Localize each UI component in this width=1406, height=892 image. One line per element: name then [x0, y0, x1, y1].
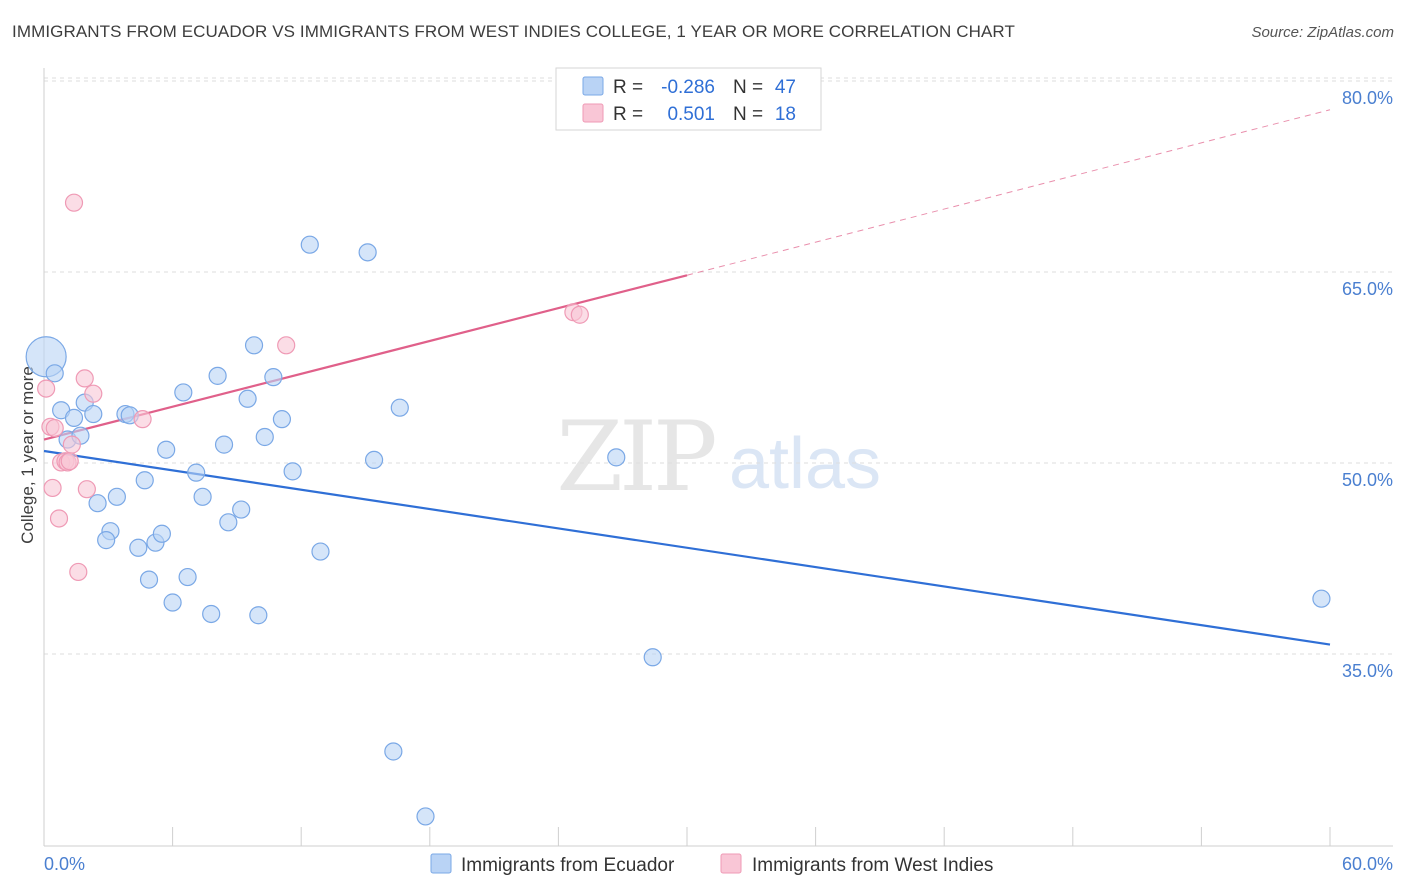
point-ecuador-7 [84, 404, 103, 424]
point-west-indies-3 [43, 478, 62, 498]
point-ecuador-18 [152, 524, 171, 543]
watermark: ZIP atlas [556, 401, 881, 513]
point-ecuador-31 [244, 336, 264, 355]
point-ecuador-42 [390, 398, 409, 417]
legend-r-label-ecuador: R = [613, 77, 643, 98]
x-tick-labels: 0.0% 60.0% [44, 854, 1393, 874]
legend-swatch-west-indies [582, 103, 604, 123]
correlation-legend: R = -0.286 N = 47 R = 0.501 N = 18 [555, 67, 822, 131]
trend-line-west-indies [43, 274, 688, 441]
point-ecuador-32 [249, 606, 268, 625]
point-ecuador-36 [283, 462, 302, 481]
y-tick-labels: 35.0% 50.0% 65.0% 80.0% [1342, 88, 1393, 681]
point-ecuador-14 [129, 538, 148, 557]
bottom-legend-swatch-ecuador [430, 853, 452, 874]
point-west-indies-2 [45, 418, 64, 438]
point-west-indies-0 [37, 379, 56, 398]
bottom-legend-west-indies: Immigrants from West Indies [752, 855, 993, 876]
y-axis-label: College, 1 year or more [18, 366, 37, 544]
x-tick-label-0: 0.0% [44, 854, 85, 874]
watermark-atlas: atlas [729, 424, 881, 504]
point-ecuador-4 [64, 408, 84, 427]
point-ecuador-29 [232, 500, 251, 519]
y-tick-label-0: 35.0% [1342, 661, 1393, 681]
point-ecuador-24 [193, 487, 212, 506]
point-west-indies-13 [77, 480, 96, 499]
point-ecuador-20 [163, 593, 182, 612]
point-west-indies-10 [64, 193, 84, 212]
point-ecuador-28 [219, 513, 238, 532]
bottom-legend-ecuador: Immigrants from Ecuador [461, 855, 675, 876]
point-ecuador-27 [214, 435, 234, 454]
legend-swatch-ecuador [582, 76, 604, 96]
watermark-zip: ZIP [556, 401, 715, 513]
point-west-indies-14 [84, 384, 103, 403]
point-west-indies-12 [75, 369, 94, 388]
trend-line-ecuador [43, 449, 1331, 646]
chart-title: IMMIGRANTS FROM ECUADOR VS IMMIGRANTS FR… [12, 22, 1015, 41]
point-ecuador-8 [88, 494, 107, 513]
point-ecuador-11 [107, 487, 126, 506]
y-tick-label-2: 65.0% [1342, 279, 1393, 299]
legend-r-value-west-indies: 0.501 [667, 104, 715, 125]
point-ecuador-25 [202, 604, 221, 624]
point-west-indies-8 [60, 452, 79, 471]
point-west-indies-15 [133, 410, 152, 429]
legend-n-label-ecuador: N = [733, 77, 763, 98]
point-ecuador-1 [45, 364, 64, 383]
point-ecuador-46 [1312, 589, 1331, 608]
point-ecuador-19 [157, 440, 176, 459]
point-ecuador-23 [187, 463, 206, 482]
point-ecuador-43 [416, 807, 435, 826]
axes [43, 68, 1393, 847]
point-ecuador-33 [255, 427, 274, 447]
point-ecuador-41 [384, 742, 403, 761]
data-points [25, 193, 1331, 826]
bottom-legend-swatch-west-indies [720, 853, 742, 874]
gridlines [44, 77, 1393, 655]
legend-n-label-west-indies: N = [733, 104, 763, 125]
point-ecuador-40 [364, 450, 384, 469]
point-ecuador-39 [358, 243, 377, 262]
point-ecuador-45 [643, 648, 662, 667]
point-ecuador-37 [300, 235, 319, 254]
point-ecuador-21 [174, 383, 193, 402]
y-tick-label-3: 80.0% [1342, 88, 1393, 108]
legend-r-label-west-indies: R = [613, 104, 643, 125]
legend-n-value-ecuador: 47 [775, 77, 796, 98]
legend-r-value-ecuador: -0.286 [661, 77, 715, 98]
source-label: Source: ZipAtlas.com [1251, 24, 1394, 41]
point-west-indies-11 [69, 562, 88, 582]
point-ecuador-26 [208, 366, 227, 385]
series-legend: Immigrants from Ecuador Immigrants from … [430, 853, 993, 876]
legend-n-value-west-indies: 18 [775, 104, 796, 125]
point-west-indies-16 [277, 336, 296, 355]
point-ecuador-35 [272, 410, 292, 429]
x-tick-label-1: 60.0% [1342, 854, 1393, 874]
point-ecuador-34 [264, 368, 283, 387]
trend-line-west-indies-extension [686, 109, 1331, 276]
point-ecuador-30 [238, 389, 257, 408]
point-west-indies-9 [62, 435, 81, 454]
point-west-indies-18 [570, 305, 589, 324]
point-ecuador-44 [607, 448, 626, 467]
point-ecuador-38 [311, 542, 330, 561]
trend-lines [43, 109, 1331, 646]
point-ecuador-15 [135, 471, 154, 490]
point-ecuador-22 [178, 567, 197, 587]
point-ecuador-16 [139, 570, 159, 589]
point-west-indies-4 [49, 509, 69, 528]
y-tick-label-1: 50.0% [1342, 470, 1393, 490]
point-ecuador-10 [97, 531, 116, 550]
